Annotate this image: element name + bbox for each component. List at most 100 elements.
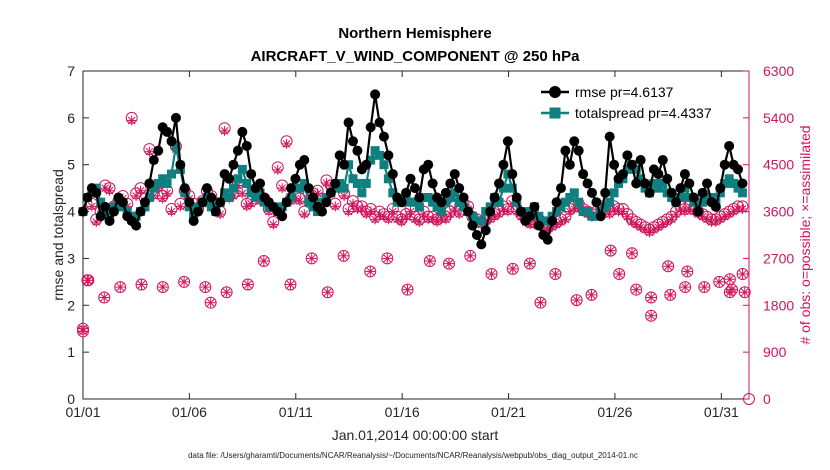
- obs-assimilated-point: [347, 198, 358, 209]
- obs-assimilated-point: [162, 188, 173, 199]
- rmse-point: [347, 136, 358, 147]
- rmse-point: [516, 206, 527, 217]
- rmse-point: [286, 183, 297, 194]
- obs-possible-point: [178, 275, 191, 288]
- rmse-point: [277, 211, 288, 222]
- rmse-point: [542, 234, 553, 245]
- rmse-point: [387, 169, 398, 180]
- obs-assimilated-point: [396, 216, 407, 227]
- rmse-point: [339, 159, 350, 170]
- rmse-point: [361, 159, 372, 170]
- totalspread-point: [574, 197, 584, 207]
- chart-title: Northern Hemisphere: [338, 25, 491, 42]
- rmse-point: [82, 192, 93, 203]
- y-right-tick-label: 2700: [763, 250, 794, 266]
- obs-assimilated-point: [424, 256, 435, 267]
- obs-assimilated-point: [383, 214, 394, 225]
- rmse-point: [458, 192, 469, 203]
- rmse-point: [374, 117, 385, 128]
- obs-assimilated-point: [631, 284, 642, 295]
- obs-possible-point: [681, 265, 694, 278]
- obs-assimilated-point: [702, 214, 713, 225]
- obs-possible-point: [664, 288, 677, 301]
- totalspread-point: [158, 174, 168, 184]
- obs-possible-point: [135, 278, 148, 291]
- rmse-point: [494, 178, 505, 189]
- x-tick-label: 01/31: [704, 404, 739, 420]
- rmse-point: [569, 136, 580, 147]
- y-right-tick-label: 4500: [763, 157, 794, 173]
- rmse-point: [330, 178, 341, 189]
- obs-assimilated-point: [432, 216, 443, 227]
- rmse-point: [467, 220, 478, 231]
- obs-assimilated-point: [272, 164, 283, 175]
- obs-possible-point: [204, 296, 217, 309]
- obs-assimilated-point: [631, 219, 642, 230]
- rmse-point: [715, 183, 726, 194]
- totalspread-point: [131, 211, 141, 221]
- obs-assimilated-point: [550, 269, 561, 280]
- totalspread-point: [357, 188, 367, 198]
- obs-assimilated-point: [715, 214, 726, 225]
- obs-assimilated-point: [338, 250, 349, 261]
- obs-assimilated-point: [387, 206, 398, 217]
- y-tick-label: 1: [67, 344, 75, 360]
- obs-assimilated-point: [714, 276, 725, 287]
- obs-assimilated-point: [724, 209, 735, 220]
- rmse-point: [170, 112, 181, 123]
- rmse-point: [246, 169, 257, 180]
- obs-assimilated-point: [626, 216, 637, 227]
- totalspread-point: [233, 174, 243, 184]
- obs-possible-point: [625, 247, 638, 260]
- rmse-point: [573, 145, 584, 156]
- totalspread-point: [375, 150, 385, 160]
- rmse-point: [427, 178, 438, 189]
- obs-possible-point: [220, 286, 233, 299]
- totalspread-point: [450, 188, 460, 198]
- obs-assimilated-point: [666, 214, 677, 225]
- obs-possible-point: [743, 393, 755, 405]
- obs-possible-point: [321, 286, 334, 299]
- totalspread-point: [228, 183, 238, 193]
- obs-possible-point: [723, 286, 736, 299]
- y-right-tick-label: 900: [763, 344, 787, 360]
- totalspread-point: [658, 178, 668, 188]
- totalspread-point: [583, 207, 593, 217]
- obs-assimilated-point: [401, 211, 412, 222]
- rmse-point: [135, 206, 146, 217]
- x-tick-label: 01/16: [385, 404, 420, 420]
- x-axis-label: Jan.01,2014 00:00:00 start: [332, 427, 499, 443]
- obs-assimilated-point: [144, 146, 155, 157]
- obs-possible-point: [585, 288, 598, 301]
- rmse-point: [617, 169, 628, 180]
- rmse-point: [471, 230, 482, 240]
- rmse-point: [303, 183, 314, 194]
- rmse-point: [724, 140, 735, 151]
- obs-assimilated-point: [294, 196, 305, 207]
- x-tick-label: 01/06: [172, 404, 207, 420]
- obs-assimilated-point: [665, 289, 676, 300]
- obs-assimilated-point: [445, 209, 456, 220]
- totalspread-point: [423, 193, 433, 203]
- obs-assimilated-point: [321, 177, 332, 188]
- legend-spread-label: totalspread pr=4.4337: [575, 105, 712, 121]
- totalspread-point: [153, 178, 163, 188]
- obs-assimilated-point: [571, 295, 582, 306]
- obs-assimilated-point: [126, 115, 137, 126]
- legend-box: [535, 78, 743, 126]
- rmse-point: [352, 145, 363, 156]
- totalspread-point: [459, 202, 469, 212]
- rmse-point: [737, 178, 748, 189]
- rmse-point: [480, 225, 491, 236]
- rmse-point: [108, 206, 119, 217]
- rmse-point: [237, 126, 248, 137]
- obs-possible-point: [305, 252, 318, 265]
- rmse-point: [232, 145, 243, 156]
- obs-possible-point: [156, 281, 169, 294]
- data-file-footer: data file: /Users/gharamti/Documents/NCA…: [188, 451, 638, 460]
- y-right-tick-label: 3600: [763, 204, 794, 220]
- y-right-tick-label: 5400: [763, 110, 794, 126]
- totalspread-point: [304, 197, 314, 207]
- totalspread-point: [494, 197, 504, 207]
- obs-possible-point: [549, 268, 562, 281]
